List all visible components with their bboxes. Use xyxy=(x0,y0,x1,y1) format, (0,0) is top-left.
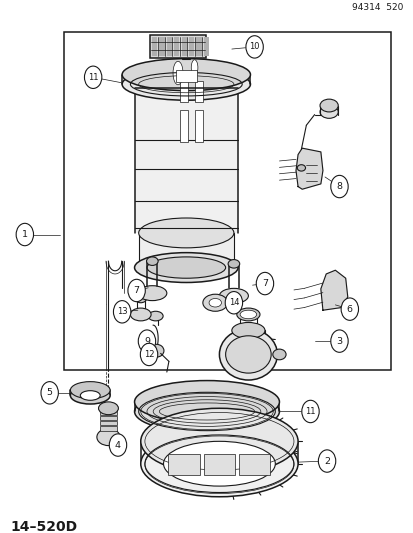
Ellipse shape xyxy=(70,387,110,404)
Bar xyxy=(134,88,237,233)
Text: 7: 7 xyxy=(133,286,139,295)
Bar xyxy=(151,37,157,56)
Text: 94314  520: 94314 520 xyxy=(351,3,403,12)
Circle shape xyxy=(128,279,145,302)
Ellipse shape xyxy=(122,68,250,100)
Ellipse shape xyxy=(173,61,183,85)
Ellipse shape xyxy=(149,344,164,357)
Ellipse shape xyxy=(97,429,120,446)
Ellipse shape xyxy=(80,391,100,400)
Bar xyxy=(166,37,172,56)
Bar xyxy=(100,416,116,420)
Text: 10: 10 xyxy=(249,43,259,51)
Text: 11: 11 xyxy=(304,407,315,416)
Text: 9: 9 xyxy=(144,337,150,345)
Ellipse shape xyxy=(219,329,277,380)
Ellipse shape xyxy=(134,390,279,433)
Polygon shape xyxy=(320,270,347,310)
Circle shape xyxy=(340,298,358,320)
Circle shape xyxy=(225,292,242,314)
Text: 7: 7 xyxy=(261,279,267,288)
Ellipse shape xyxy=(319,99,337,112)
Bar xyxy=(203,454,235,475)
Bar xyxy=(174,37,179,56)
Ellipse shape xyxy=(240,310,256,319)
Circle shape xyxy=(330,330,347,352)
Polygon shape xyxy=(295,148,322,189)
Text: 14: 14 xyxy=(228,298,239,307)
Ellipse shape xyxy=(202,294,227,311)
Ellipse shape xyxy=(130,308,151,321)
Text: 1: 1 xyxy=(22,230,28,239)
Ellipse shape xyxy=(147,257,225,278)
Text: 2: 2 xyxy=(323,457,329,465)
Bar xyxy=(180,110,188,142)
Circle shape xyxy=(84,66,102,88)
Text: 5: 5 xyxy=(47,389,52,397)
Text: 8: 8 xyxy=(336,182,342,191)
Ellipse shape xyxy=(134,253,237,282)
Circle shape xyxy=(109,434,126,456)
Text: 13: 13 xyxy=(116,308,127,316)
Ellipse shape xyxy=(134,381,279,423)
Bar xyxy=(194,81,202,102)
Text: 6: 6 xyxy=(346,305,352,313)
Circle shape xyxy=(16,223,33,246)
Bar xyxy=(204,37,209,56)
Circle shape xyxy=(330,175,347,198)
Circle shape xyxy=(256,272,273,295)
Bar xyxy=(194,110,202,142)
Ellipse shape xyxy=(163,441,275,486)
Ellipse shape xyxy=(148,311,163,321)
Circle shape xyxy=(140,343,157,366)
Ellipse shape xyxy=(297,165,305,171)
Text: 12: 12 xyxy=(143,350,154,359)
Text: 3: 3 xyxy=(336,337,342,345)
Ellipse shape xyxy=(231,322,264,338)
Circle shape xyxy=(318,450,335,472)
Ellipse shape xyxy=(138,286,166,301)
Bar xyxy=(150,35,206,58)
Bar xyxy=(196,37,202,56)
Bar xyxy=(100,410,116,415)
Circle shape xyxy=(138,330,155,352)
Ellipse shape xyxy=(98,402,118,415)
Ellipse shape xyxy=(236,308,259,321)
Bar xyxy=(189,37,194,56)
Circle shape xyxy=(245,36,263,58)
Ellipse shape xyxy=(219,288,248,303)
Bar xyxy=(159,37,164,56)
Text: 14–520D: 14–520D xyxy=(10,520,77,533)
Ellipse shape xyxy=(191,60,197,76)
Bar xyxy=(181,37,187,56)
Ellipse shape xyxy=(122,59,250,91)
Circle shape xyxy=(301,400,318,423)
Bar xyxy=(138,233,233,268)
Text: 4: 4 xyxy=(115,441,121,449)
Bar xyxy=(176,70,196,82)
Bar xyxy=(100,421,116,425)
Ellipse shape xyxy=(70,382,110,399)
Ellipse shape xyxy=(138,218,233,248)
Bar xyxy=(180,81,188,102)
Ellipse shape xyxy=(272,349,285,360)
Ellipse shape xyxy=(146,257,158,265)
Bar xyxy=(168,454,199,475)
Ellipse shape xyxy=(140,408,297,474)
Ellipse shape xyxy=(140,431,297,497)
Ellipse shape xyxy=(319,106,337,118)
Ellipse shape xyxy=(225,336,271,373)
Bar xyxy=(100,426,116,431)
Circle shape xyxy=(113,301,131,323)
Text: 11: 11 xyxy=(88,73,98,82)
Ellipse shape xyxy=(135,294,146,303)
Bar xyxy=(64,32,390,370)
Ellipse shape xyxy=(228,260,239,268)
Bar xyxy=(238,454,270,475)
Circle shape xyxy=(41,382,58,404)
Ellipse shape xyxy=(209,298,221,307)
